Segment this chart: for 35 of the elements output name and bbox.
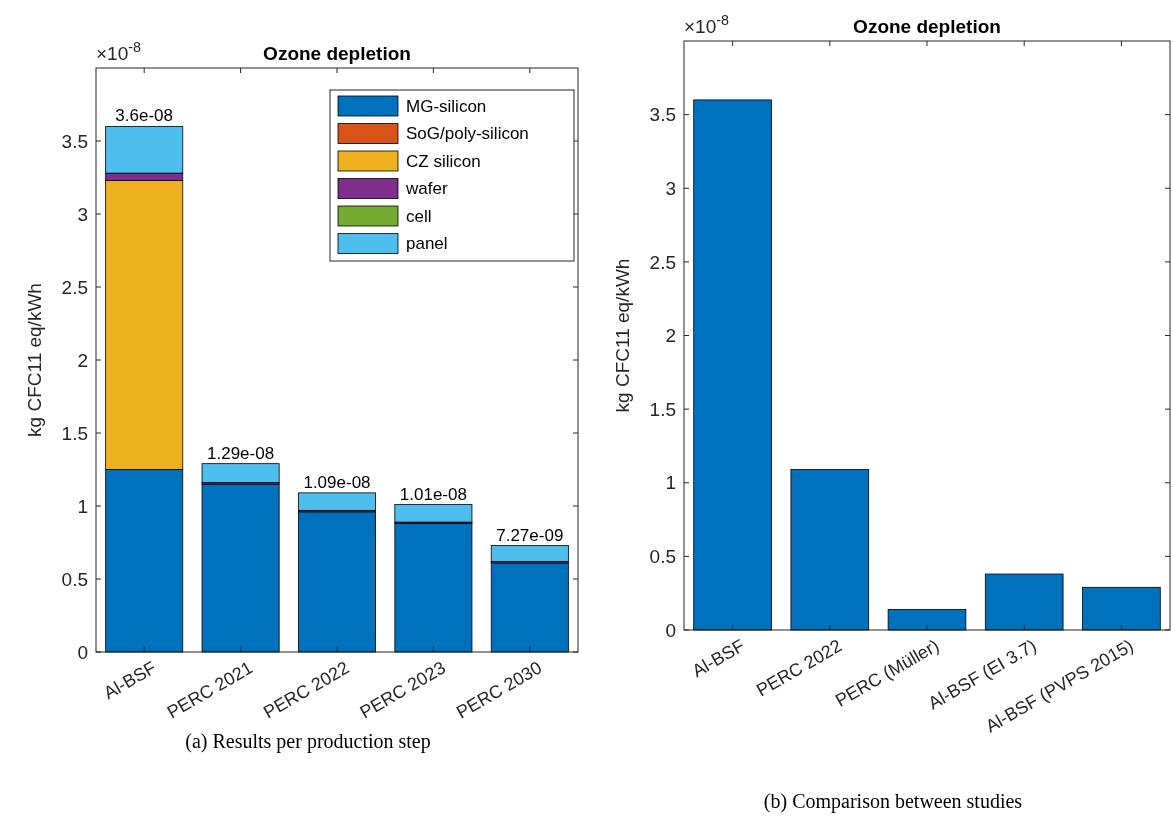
y-axis-title: kg CFC11 eq/kWh (24, 283, 45, 437)
annotation: 1.09e-08 (303, 472, 371, 492)
y-tick-label: 3.5 (649, 104, 676, 126)
y-tick-label: 0 (77, 641, 88, 663)
legend-label: SoG/poly-silicon (406, 124, 529, 144)
y-tick-label: 2.5 (649, 251, 676, 273)
y-tick-label: 2.5 (61, 276, 88, 298)
y-tick-label: 0.5 (61, 568, 88, 590)
text: (a) Results per production step (185, 730, 431, 753)
text: ×10$^{-8}$ (96, 39, 141, 64)
legend-label: CZ silicon (406, 151, 481, 171)
chart-title: Ozone depletion (263, 43, 411, 64)
y-tick-label: 3 (77, 203, 88, 225)
legend-label: MG-silicon (406, 96, 487, 116)
legend-label: panel (406, 234, 448, 254)
y-tick-label: 1.5 (649, 398, 676, 420)
y-tick-label: 0 (665, 619, 676, 641)
legend-label: wafer (405, 179, 448, 199)
annotation: 7.27e-09 (496, 525, 564, 545)
y-tick-label: 3.5 (61, 130, 88, 152)
chart-title: Ozone depletion (853, 16, 1001, 37)
annotation: 1.01e-08 (399, 484, 467, 504)
y-tick-label: 0.5 (649, 546, 676, 568)
y-tick-label: 2 (665, 325, 676, 347)
y-axis-title: kg CFC11 eq/kWh (612, 258, 633, 413)
y-tick-label: 3 (665, 177, 676, 199)
y-tick-label: 1.5 (61, 422, 88, 444)
y-tick-label: 1 (665, 472, 676, 494)
annotation: 3.6e-08 (115, 106, 174, 126)
legend-label: cell (406, 206, 432, 226)
y-tick-label: 1 (77, 495, 88, 517)
annotation: 1.29e-08 (207, 443, 275, 463)
y-tick-label: 2 (77, 349, 88, 371)
text: (b) Comparison between studies (763, 790, 1023, 813)
text: ×10$^{-8}$ (684, 12, 729, 37)
